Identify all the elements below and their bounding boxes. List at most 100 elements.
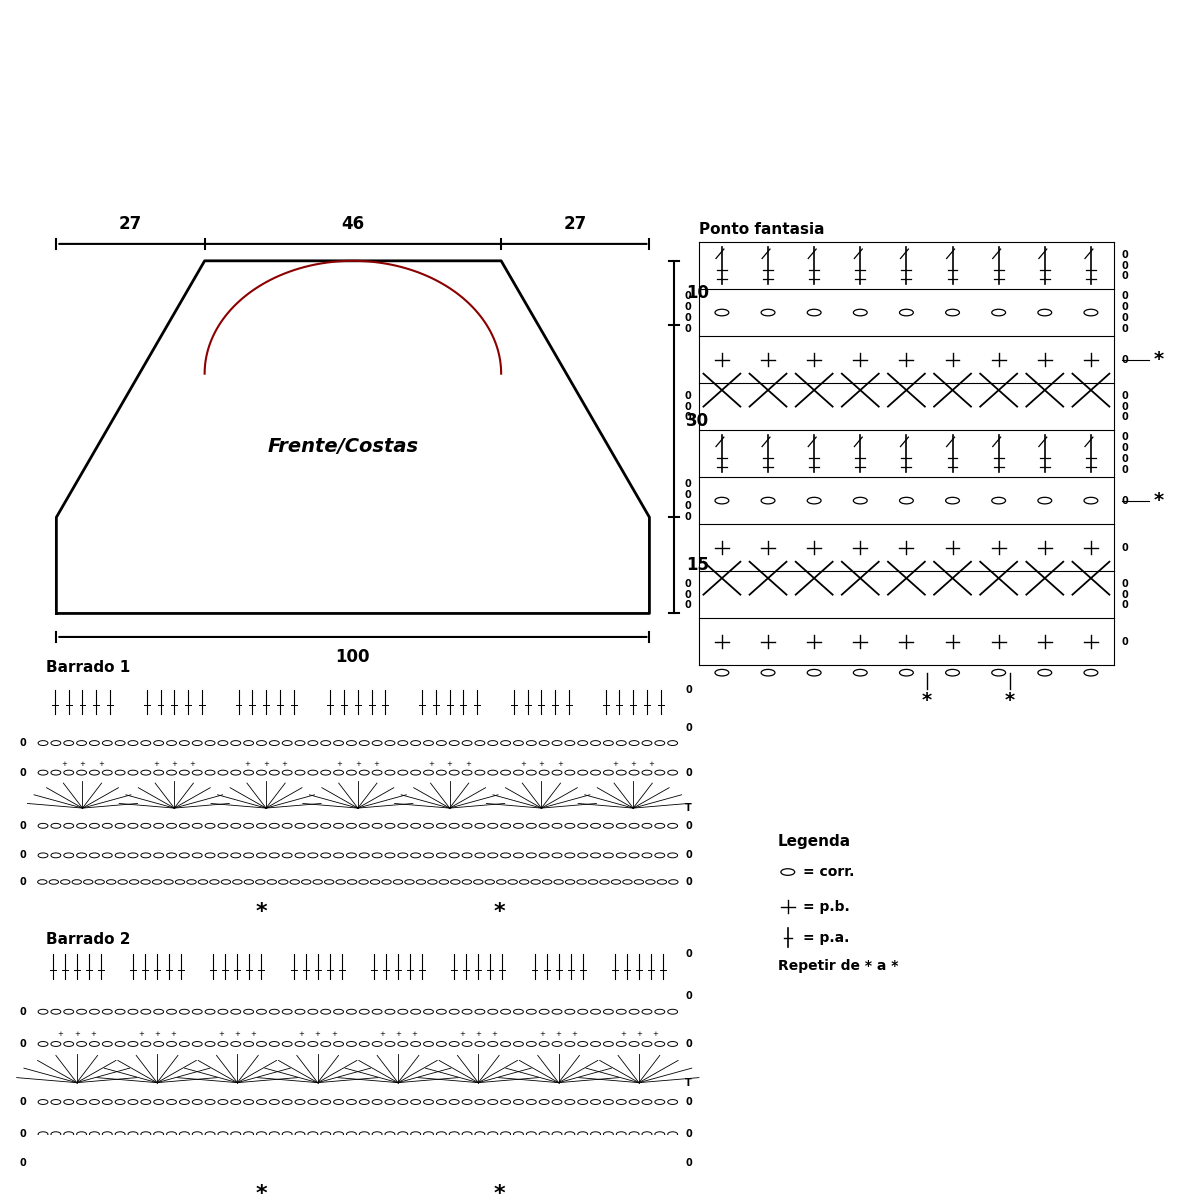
Text: 0: 0 bbox=[20, 1129, 26, 1139]
Text: +: + bbox=[90, 1031, 96, 1037]
Text: *: * bbox=[1153, 491, 1164, 510]
Text: +: + bbox=[620, 1031, 625, 1037]
Text: +: + bbox=[355, 761, 361, 767]
Text: 0
0
0
0: 0 0 0 0 bbox=[684, 292, 691, 334]
Text: +: + bbox=[314, 1031, 320, 1037]
Text: 27: 27 bbox=[119, 215, 142, 233]
Text: +: + bbox=[520, 761, 526, 767]
Text: +: + bbox=[98, 761, 103, 767]
Text: 0: 0 bbox=[685, 724, 691, 733]
Text: 0: 0 bbox=[685, 821, 691, 830]
Text: +: + bbox=[61, 761, 67, 767]
Text: 0: 0 bbox=[20, 1007, 26, 1016]
Text: 0
0
0
0: 0 0 0 0 bbox=[684, 480, 691, 522]
Text: Repetir de * a *: Repetir de * a * bbox=[778, 959, 899, 973]
Text: +: + bbox=[649, 761, 654, 767]
Text: T: T bbox=[685, 803, 691, 814]
Text: *: * bbox=[493, 901, 505, 922]
Text: Frente/Costas: Frente/Costas bbox=[268, 437, 419, 456]
Text: +: + bbox=[556, 1031, 562, 1037]
Text: 0
0
0
0: 0 0 0 0 bbox=[1122, 292, 1129, 334]
Text: +: + bbox=[540, 1031, 546, 1037]
Text: +: + bbox=[636, 1031, 642, 1037]
Text: 46: 46 bbox=[341, 215, 365, 233]
Text: +: + bbox=[138, 1031, 144, 1037]
Text: +: + bbox=[466, 761, 470, 767]
Text: *: * bbox=[256, 901, 268, 922]
Text: = p.a.: = p.a. bbox=[803, 931, 850, 944]
Text: +: + bbox=[460, 1031, 466, 1037]
Text: Barrado 2: Barrado 2 bbox=[47, 932, 131, 947]
Text: 0: 0 bbox=[685, 1129, 691, 1139]
Text: 0: 0 bbox=[685, 949, 691, 959]
Text: +: + bbox=[446, 761, 452, 767]
Text: +: + bbox=[379, 1031, 385, 1037]
Text: T: T bbox=[685, 1078, 691, 1087]
Text: +: + bbox=[373, 761, 379, 767]
Text: +: + bbox=[251, 1031, 257, 1037]
Text: +: + bbox=[428, 761, 434, 767]
Text: +: + bbox=[475, 1031, 481, 1037]
Text: 30: 30 bbox=[686, 412, 709, 430]
Text: +: + bbox=[557, 761, 563, 767]
Text: +: + bbox=[152, 761, 158, 767]
Text: +: + bbox=[571, 1031, 577, 1037]
Text: 0: 0 bbox=[685, 768, 691, 778]
Text: +: + bbox=[331, 1031, 337, 1037]
Text: *: * bbox=[1006, 691, 1015, 710]
Text: 0: 0 bbox=[20, 1158, 26, 1169]
Text: Ponto fantasia: Ponto fantasia bbox=[698, 222, 824, 238]
Text: 15: 15 bbox=[686, 557, 709, 575]
Text: 0
0
0
0: 0 0 0 0 bbox=[1122, 432, 1129, 475]
Text: 0: 0 bbox=[20, 738, 26, 748]
Text: 0: 0 bbox=[1122, 637, 1129, 647]
Text: +: + bbox=[154, 1031, 160, 1037]
Text: 0: 0 bbox=[20, 768, 26, 778]
Text: +: + bbox=[630, 761, 636, 767]
Text: +: + bbox=[74, 1031, 79, 1037]
Text: 0: 0 bbox=[685, 685, 691, 695]
Text: *: * bbox=[256, 1183, 268, 1200]
Text: 100: 100 bbox=[336, 648, 370, 666]
Text: +: + bbox=[336, 761, 342, 767]
Text: 0: 0 bbox=[685, 1097, 691, 1108]
Text: +: + bbox=[539, 761, 545, 767]
Text: +: + bbox=[218, 1031, 224, 1037]
Text: 0: 0 bbox=[20, 851, 26, 860]
Text: +: + bbox=[492, 1031, 497, 1037]
Text: 0: 0 bbox=[685, 1158, 691, 1169]
Text: +: + bbox=[412, 1031, 416, 1037]
Text: *: * bbox=[922, 691, 932, 710]
Text: 0: 0 bbox=[1122, 496, 1129, 505]
Text: +: + bbox=[190, 761, 196, 767]
Text: +: + bbox=[612, 761, 618, 767]
Text: 0: 0 bbox=[685, 851, 691, 860]
Text: 0
0
0: 0 0 0 bbox=[1122, 578, 1129, 611]
Text: *: * bbox=[1153, 350, 1164, 370]
Text: 0
0
0: 0 0 0 bbox=[1122, 391, 1129, 422]
Text: +: + bbox=[79, 761, 85, 767]
Text: 0: 0 bbox=[20, 877, 26, 887]
Text: 0: 0 bbox=[685, 1039, 691, 1049]
Text: 0: 0 bbox=[20, 1039, 26, 1049]
Text: +: + bbox=[170, 1031, 176, 1037]
Text: +: + bbox=[395, 1031, 401, 1037]
Text: +: + bbox=[282, 761, 287, 767]
Text: 0: 0 bbox=[685, 877, 691, 887]
Text: 0
0
0: 0 0 0 bbox=[684, 391, 691, 422]
Text: 0
0
0: 0 0 0 bbox=[1122, 250, 1129, 281]
Text: +: + bbox=[58, 1031, 64, 1037]
Text: Legenda: Legenda bbox=[778, 834, 851, 850]
Text: +: + bbox=[245, 761, 251, 767]
Text: = corr.: = corr. bbox=[803, 865, 854, 880]
Text: 0: 0 bbox=[20, 821, 26, 830]
Text: 0: 0 bbox=[1122, 354, 1129, 365]
Text: *: * bbox=[493, 1183, 505, 1200]
Text: = p.b.: = p.b. bbox=[803, 900, 850, 914]
Text: +: + bbox=[652, 1031, 658, 1037]
Text: Barrado 1: Barrado 1 bbox=[47, 660, 131, 674]
Text: 10: 10 bbox=[686, 284, 709, 302]
Text: 0: 0 bbox=[685, 991, 691, 1001]
Text: +: + bbox=[172, 761, 178, 767]
Text: +: + bbox=[234, 1031, 240, 1037]
